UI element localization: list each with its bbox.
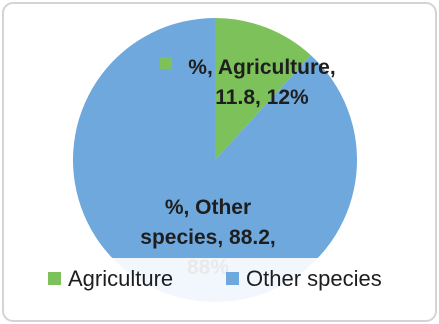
legend-swatch bbox=[226, 272, 239, 285]
legend: Agriculture Other species bbox=[48, 266, 382, 291]
slices bbox=[72, 18, 357, 302]
legend-label: Other species bbox=[246, 266, 382, 291]
pie-slice bbox=[72, 18, 357, 302]
data-labels: %, Agriculture, 11.8, 12%%, Other species,… bbox=[140, 56, 335, 279]
pie-slice bbox=[215, 18, 311, 160]
legend-label: Agriculture bbox=[68, 266, 173, 291]
data-label: %, Agriculture, 11.8, 12% bbox=[188, 56, 335, 109]
label-key bbox=[160, 57, 172, 69]
legend-swatch bbox=[48, 272, 61, 285]
legend-box bbox=[28, 258, 414, 302]
